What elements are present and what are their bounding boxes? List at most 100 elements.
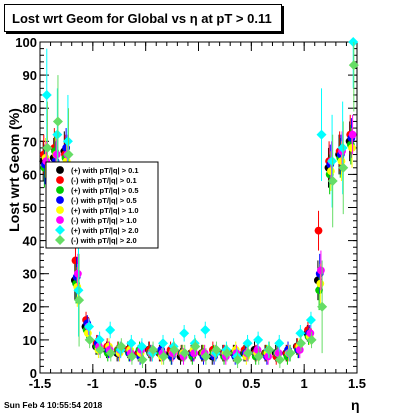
y-tick-label: 50 bbox=[23, 201, 37, 216]
x-tick-label: -1 bbox=[87, 376, 99, 391]
data-point bbox=[148, 344, 159, 355]
data-point bbox=[222, 348, 233, 359]
data-point bbox=[126, 338, 137, 349]
data-point bbox=[56, 216, 64, 224]
data-point bbox=[306, 334, 317, 345]
data-point bbox=[179, 348, 190, 359]
data-point bbox=[95, 344, 106, 355]
data-point bbox=[63, 149, 74, 160]
data-point bbox=[52, 150, 61, 159]
data-point bbox=[295, 338, 306, 349]
data-point bbox=[327, 176, 338, 187]
legend-box bbox=[45, 161, 159, 249]
y-tick-label: 80 bbox=[23, 101, 37, 116]
data-point bbox=[317, 266, 325, 275]
legend: (+) with pT/|q| > 0.1(-) with pT/|q| > 0… bbox=[45, 161, 159, 249]
x-axis-label: η bbox=[351, 397, 360, 413]
data-point bbox=[42, 142, 53, 153]
data-point bbox=[253, 345, 262, 354]
y-tick-label: 40 bbox=[23, 234, 37, 249]
series-layer bbox=[39, 37, 359, 369]
data-point bbox=[56, 166, 64, 174]
x-tick-label: 0 bbox=[195, 376, 202, 391]
y-tick-label: 10 bbox=[23, 333, 37, 348]
data-point bbox=[73, 269, 82, 278]
data-point bbox=[305, 315, 316, 326]
data-point bbox=[274, 349, 283, 358]
data-point bbox=[338, 162, 349, 173]
data-point bbox=[62, 136, 73, 147]
data-point bbox=[274, 354, 285, 365]
legend-entry: (-) with pT/|q| > 0.5 bbox=[71, 196, 137, 205]
data-point bbox=[41, 89, 52, 100]
legend-entry: (-) with pT/|q| > 0.1 bbox=[71, 176, 137, 185]
x-tick-label: -0.5 bbox=[134, 376, 156, 391]
data-point bbox=[253, 334, 264, 345]
data-point bbox=[317, 301, 328, 312]
data-point bbox=[295, 328, 306, 339]
data-point bbox=[126, 351, 137, 362]
axes-layer: -1.5 -1 -0.5 0 0.5 1 1.5 0 10 20 30 40 50 60 70 80 90 100 bbox=[15, 35, 366, 391]
y-tick-label: 30 bbox=[23, 267, 37, 282]
data-point bbox=[337, 142, 348, 153]
y-tick-label: 0 bbox=[30, 366, 37, 381]
footer-timestamp: Sun Feb 4 10:55:54 2018 bbox=[4, 400, 103, 410]
data-point bbox=[348, 130, 357, 139]
data-point bbox=[264, 344, 275, 355]
data-point bbox=[84, 321, 95, 332]
data-point bbox=[56, 206, 64, 214]
data-point bbox=[52, 116, 63, 127]
y-tick-label: 100 bbox=[15, 35, 37, 50]
data-point bbox=[295, 345, 304, 354]
data-point bbox=[253, 351, 264, 362]
data-point bbox=[116, 341, 127, 352]
data-point bbox=[56, 186, 64, 194]
data-point bbox=[274, 338, 285, 349]
data-point bbox=[74, 295, 85, 306]
data-point bbox=[169, 344, 180, 355]
y-tick-label: 70 bbox=[23, 134, 37, 149]
y-tick-label: 60 bbox=[23, 167, 37, 182]
legend-entry: (+) with pT/|q| > 0.1 bbox=[71, 166, 139, 175]
legend-entry: (+) with pT/|q| > 1.0 bbox=[71, 206, 139, 215]
data-point bbox=[348, 60, 359, 71]
x-tick-label: 0.5 bbox=[242, 376, 260, 391]
data-point bbox=[84, 334, 95, 345]
chart-title: Lost wrt Geom for Global vs η at pT > 0.… bbox=[4, 4, 282, 32]
data-point bbox=[232, 354, 243, 365]
data-point bbox=[179, 328, 190, 339]
y-axis-label: Lost wrt Geom (%) bbox=[6, 108, 22, 232]
data-point bbox=[105, 348, 116, 359]
data-point bbox=[158, 338, 169, 349]
data-point bbox=[94, 334, 105, 345]
legend-entry: (+) with pT/|q| > 2.0 bbox=[71, 226, 139, 235]
data-point bbox=[158, 351, 169, 362]
data-point bbox=[136, 341, 147, 352]
data-point bbox=[327, 156, 338, 167]
data-point bbox=[211, 344, 222, 355]
data-point bbox=[316, 129, 327, 140]
x-tick-label: 1 bbox=[301, 376, 308, 391]
data-point bbox=[200, 324, 211, 335]
legend-entry: (-) with pT/|q| > 1.0 bbox=[71, 216, 137, 225]
data-point bbox=[243, 348, 254, 359]
data-point bbox=[55, 235, 65, 245]
data-point bbox=[73, 285, 84, 296]
data-point bbox=[314, 226, 323, 235]
legend-entry: (-) with pT/|q| > 2.0 bbox=[71, 236, 137, 245]
y-tick-label: 90 bbox=[23, 68, 37, 83]
data-point bbox=[190, 349, 199, 358]
data-point bbox=[264, 352, 272, 361]
data-point bbox=[52, 129, 63, 140]
data-point bbox=[137, 354, 148, 365]
y-tick-label: 20 bbox=[23, 300, 37, 315]
legend-entry: (+) with pT/|q| > 0.5 bbox=[71, 186, 139, 195]
data-point bbox=[348, 37, 359, 47]
x-tick-label: -1.5 bbox=[29, 376, 51, 391]
data-point bbox=[285, 348, 296, 359]
data-point bbox=[56, 196, 64, 204]
data-point bbox=[190, 341, 201, 352]
data-point bbox=[316, 279, 325, 288]
data-point bbox=[306, 329, 315, 338]
